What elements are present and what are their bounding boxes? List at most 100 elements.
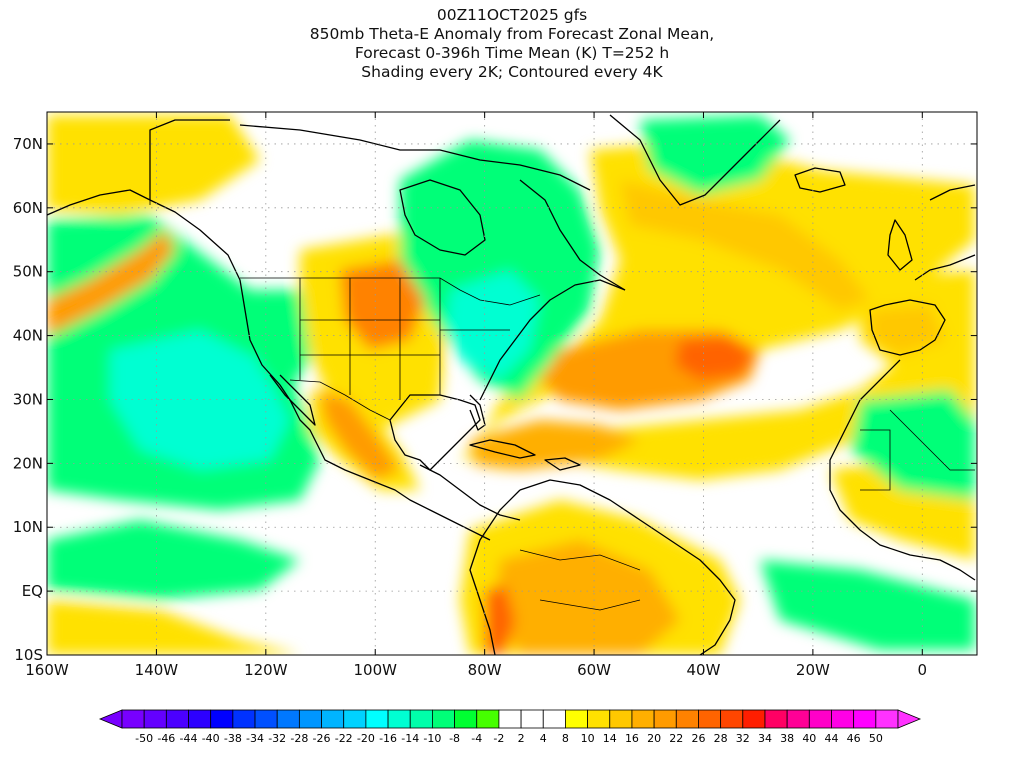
colorbar-label: -28 xyxy=(290,732,308,745)
border-us-mexico xyxy=(289,379,391,421)
lat-tick-label: 70N xyxy=(13,135,43,153)
colorbar-swatch xyxy=(875,709,899,729)
chart-title-block: 00Z11OCT2025 gfs 850mb Theta-E Anomaly f… xyxy=(0,6,1024,82)
colorbar-label: -16 xyxy=(379,732,397,745)
lat-tick-label: 40N xyxy=(13,327,43,345)
shade-red-central-atlantic xyxy=(675,335,755,380)
colorbar-label: 34 xyxy=(758,732,772,745)
lat-tick-label: EQ xyxy=(22,582,43,600)
colorbar-swatch xyxy=(232,709,256,729)
colorbar-label: -2 xyxy=(493,732,504,745)
lon-tick-label: 120W xyxy=(244,661,288,679)
shade-green-pacific-south xyxy=(47,520,300,600)
latitude-axis-labels: 70N 60N 50N 40N 30N 20N 10N EQ 10S xyxy=(13,135,43,664)
colorbar-swatch xyxy=(431,709,455,729)
colorbar-label: 38 xyxy=(780,732,794,745)
lon-tick-label: 80W xyxy=(468,661,502,679)
coastline-hudson-bay xyxy=(399,179,486,256)
colorbar-swatch xyxy=(831,709,855,729)
lat-tick-label: 60N xyxy=(13,199,43,217)
shade-orange-iberia xyxy=(870,305,945,355)
lon-tick-label: 140W xyxy=(135,661,179,679)
shade-yellow-pacific-north xyxy=(47,115,260,215)
colorbar-label: -4 xyxy=(471,732,482,745)
colorbar-left-triangle xyxy=(98,709,123,729)
shade-orange-south-america xyxy=(495,540,680,655)
coastline-gulf xyxy=(389,394,481,471)
shade-yellow-atlantic xyxy=(460,140,975,480)
title-line-2: 850mb Theta-E Anomaly from Forecast Zona… xyxy=(309,25,715,43)
colorbar-swatch xyxy=(387,709,411,729)
colorbar-label: -20 xyxy=(357,732,375,745)
lon-tick-label: 0 xyxy=(918,661,928,679)
coastline-central-america xyxy=(419,464,521,521)
colorbar-label: -22 xyxy=(335,732,353,745)
shade-yellow-south-pacific xyxy=(47,600,300,655)
shade-orange-arctic-north-atlantic xyxy=(620,180,870,310)
shade-orange-mexico xyxy=(320,390,400,480)
shade-cyan-great-lakes xyxy=(445,270,540,380)
lat-tick-label: 50N xyxy=(13,263,43,281)
border-western-sahara xyxy=(860,409,975,491)
colorbar-swatch xyxy=(565,709,589,729)
coastline-british-isles xyxy=(887,219,913,271)
lat-tick-label: 20N xyxy=(13,454,43,472)
colorbar-label: -44 xyxy=(180,732,198,745)
coastline-cuba xyxy=(469,439,536,459)
coastline-baja xyxy=(269,374,316,426)
shade-green-rockies xyxy=(245,290,310,390)
shade-cyan-east-pacific xyxy=(110,330,290,470)
colorbar-label: 26 xyxy=(691,732,705,745)
colorbar-label: 16 xyxy=(625,732,639,745)
colorbar-label: -38 xyxy=(224,732,242,745)
colorbar-label: 50 xyxy=(869,732,883,745)
colorbar-label: -32 xyxy=(268,732,286,745)
colorbar-label: -50 xyxy=(135,732,153,745)
lat-tick-label: 10N xyxy=(13,518,43,536)
colorbar-swatch xyxy=(365,709,389,729)
coastline-labrador xyxy=(519,179,626,291)
political-borders xyxy=(149,130,975,611)
colorbar-labels: -50 -46 -44 -40 -38 -34 -32 -28 -26 -22 -20 -16 -14-… xyxy=(135,732,883,745)
axis-ticks xyxy=(46,112,977,656)
colorbar-swatch xyxy=(808,709,832,729)
colorbar-label: 14 xyxy=(603,732,617,745)
anomaly-shading xyxy=(47,115,975,655)
colorbar-label: 44 xyxy=(824,732,838,745)
colorbar-swatch xyxy=(210,709,234,729)
lat-tick-label: 10S xyxy=(14,646,43,664)
shade-green-africa xyxy=(850,390,975,500)
colorbar-swatch xyxy=(343,709,367,729)
colorbar-swatch xyxy=(254,709,278,729)
colorbar-label: 46 xyxy=(847,732,861,745)
colorbar-label: 10 xyxy=(581,732,595,745)
colorbar xyxy=(98,709,922,729)
longitude-axis-labels: 160W 140W 120W 100W 80W 60W 40W 20W 0 xyxy=(25,661,927,679)
coastline-us-east xyxy=(479,279,626,401)
colorbar-label: 32 xyxy=(736,732,750,745)
title-line-1: 00Z11OCT2025 gfs xyxy=(436,6,588,24)
colorbar-swatch xyxy=(609,709,633,729)
coastline-iceland xyxy=(794,167,846,193)
map-plot-area xyxy=(47,112,977,655)
colorbar-label: 22 xyxy=(669,732,683,745)
colorbar-swatch xyxy=(720,709,744,729)
title-line-3: Forecast 0-396h Time Mean (K) T=252 h xyxy=(354,44,670,62)
coastline-iberia xyxy=(869,299,946,356)
colorbar-swatch xyxy=(498,709,522,729)
colorbar-swatch xyxy=(631,709,655,729)
coastline-north-america-west xyxy=(149,199,491,541)
coastline-hispaniola xyxy=(544,457,581,471)
colorbar-label: 2 xyxy=(518,732,525,745)
map-gridlines xyxy=(47,112,977,655)
border-us-canada xyxy=(240,277,541,306)
colorbar-label: -10 xyxy=(423,732,441,745)
colorbar-swatch xyxy=(409,709,433,729)
colorbar-swatch xyxy=(653,709,677,729)
colorbar-swatch xyxy=(675,709,699,729)
lon-tick-label: 100W xyxy=(354,661,398,679)
colorbar-label: -14 xyxy=(401,732,419,745)
colorbar-swatch xyxy=(698,709,722,729)
border-south-america xyxy=(519,549,641,611)
